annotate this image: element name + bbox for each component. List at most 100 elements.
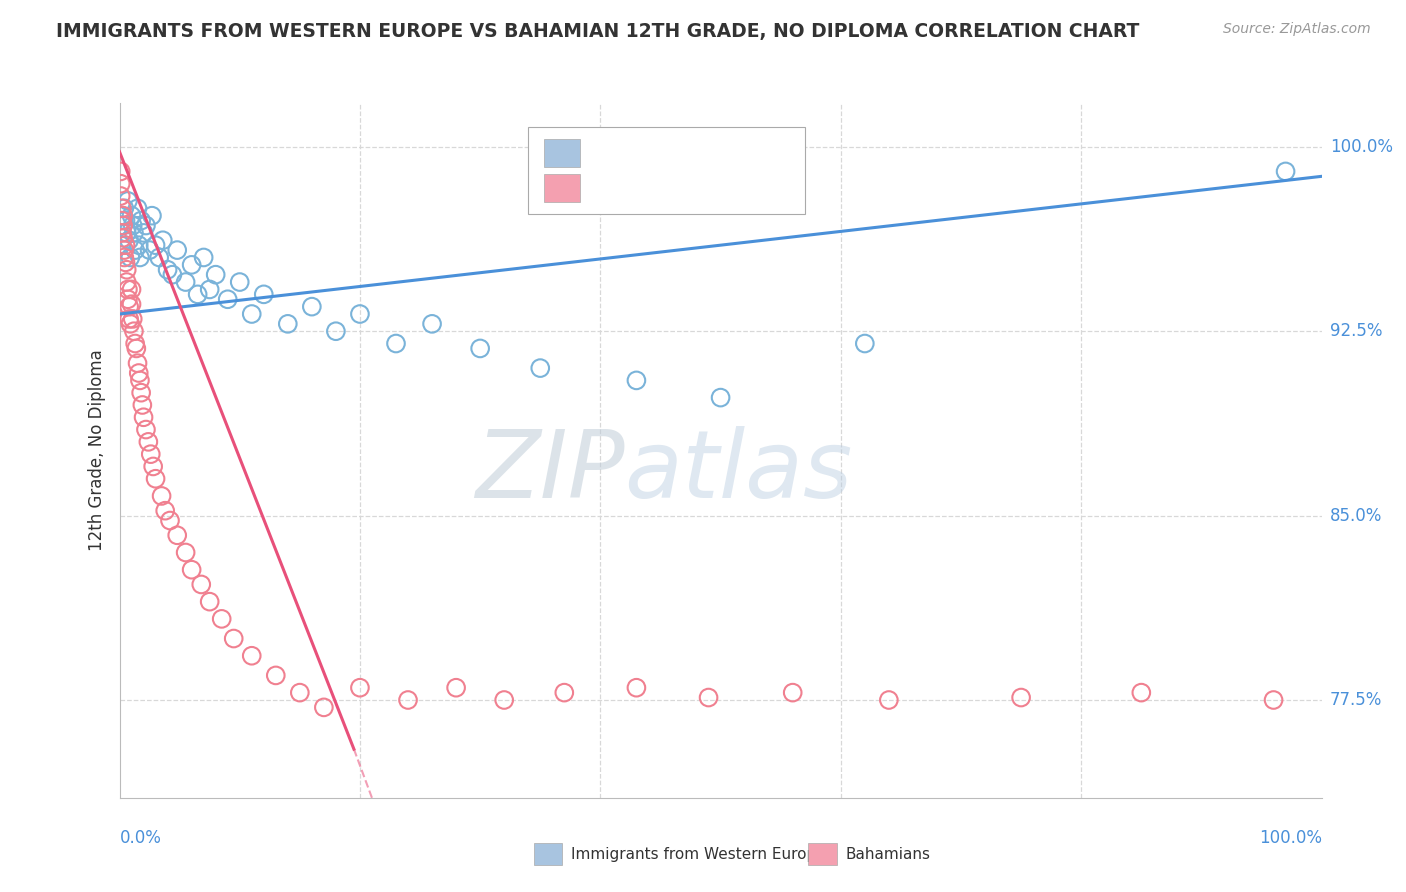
Point: [121, 219, 143, 233]
Text: R = -0.321   N = 63: R = -0.321 N = 63: [589, 179, 775, 197]
Point: [138, 434, 160, 449]
Point: [385, 336, 408, 351]
Point: [117, 194, 139, 208]
Text: 77.5%: 77.5%: [1330, 691, 1382, 709]
Point: [198, 282, 221, 296]
Point: [117, 282, 139, 296]
Point: [180, 258, 202, 272]
Point: [156, 262, 179, 277]
Text: 92.5%: 92.5%: [1330, 322, 1382, 340]
Point: [174, 275, 197, 289]
Point: [529, 361, 551, 376]
Point: [145, 238, 167, 252]
Point: [128, 366, 150, 380]
Point: [118, 312, 141, 326]
Point: [145, 472, 167, 486]
Point: [112, 209, 135, 223]
Point: [853, 336, 876, 351]
Point: [111, 202, 134, 216]
Point: [198, 595, 221, 609]
Point: [127, 356, 149, 370]
Point: [222, 632, 245, 646]
FancyBboxPatch shape: [544, 174, 579, 202]
Point: [228, 275, 252, 289]
Point: [112, 219, 135, 233]
Point: [174, 545, 197, 559]
Point: [264, 668, 287, 682]
Point: [253, 287, 276, 301]
Point: [114, 238, 136, 252]
Point: [162, 268, 184, 282]
Point: [111, 226, 134, 240]
Point: [159, 514, 181, 528]
Point: [153, 504, 176, 518]
Point: [129, 385, 152, 400]
Point: [396, 693, 419, 707]
Point: [494, 693, 516, 707]
Point: [152, 233, 174, 247]
Point: [112, 251, 135, 265]
Point: [121, 282, 143, 296]
Point: [325, 324, 347, 338]
Point: [118, 300, 141, 314]
Point: [121, 297, 143, 311]
Point: [204, 268, 226, 282]
Point: [1010, 690, 1032, 705]
Point: [187, 287, 209, 301]
Point: [553, 685, 575, 699]
Point: [420, 317, 443, 331]
Text: 100.0%: 100.0%: [1330, 138, 1393, 156]
Point: [110, 164, 132, 178]
Point: [120, 317, 142, 331]
Text: Immigrants from Western Europe: Immigrants from Western Europe: [571, 847, 825, 862]
Text: R = 0.438   N = 49: R = 0.438 N = 49: [589, 145, 768, 162]
Point: [127, 202, 149, 216]
Point: [132, 226, 155, 240]
Point: [1130, 685, 1153, 699]
Text: Bahamians: Bahamians: [845, 847, 929, 862]
Point: [211, 612, 233, 626]
Point: [301, 300, 323, 314]
Point: [111, 213, 134, 227]
Point: [468, 342, 492, 356]
Point: [114, 213, 136, 227]
Point: [193, 251, 215, 265]
Point: [782, 685, 804, 699]
Point: [877, 693, 900, 707]
Y-axis label: 12th Grade, No Diploma: 12th Grade, No Diploma: [87, 350, 105, 551]
FancyBboxPatch shape: [544, 139, 579, 168]
Point: [112, 231, 135, 245]
Text: 100.0%: 100.0%: [1258, 829, 1322, 847]
Point: [190, 577, 212, 591]
Point: [110, 238, 132, 252]
Point: [312, 700, 335, 714]
Point: [349, 307, 371, 321]
Point: [277, 317, 299, 331]
Text: 85.0%: 85.0%: [1330, 507, 1382, 524]
Point: [148, 251, 170, 265]
Point: [180, 563, 202, 577]
Point: [349, 681, 371, 695]
Point: [166, 528, 188, 542]
Point: [129, 373, 152, 387]
Point: [111, 209, 134, 223]
Text: IMMIGRANTS FROM WESTERN EUROPE VS BAHAMIAN 12TH GRADE, NO DIPLOMA CORRELATION CH: IMMIGRANTS FROM WESTERN EUROPE VS BAHAMI…: [56, 22, 1140, 41]
FancyBboxPatch shape: [529, 127, 804, 214]
Point: [135, 423, 157, 437]
Point: [112, 243, 135, 257]
Point: [115, 275, 138, 289]
Text: ZIP: ZIP: [475, 425, 624, 516]
Point: [125, 342, 148, 356]
Text: Source: ZipAtlas.com: Source: ZipAtlas.com: [1223, 22, 1371, 37]
Point: [142, 459, 165, 474]
Point: [110, 189, 132, 203]
Point: [128, 238, 150, 252]
Point: [444, 681, 467, 695]
Point: [115, 262, 138, 277]
Point: [626, 681, 648, 695]
Point: [117, 292, 139, 306]
Point: [1274, 164, 1296, 178]
Point: [135, 219, 157, 233]
Point: [112, 219, 135, 233]
Point: [120, 251, 142, 265]
